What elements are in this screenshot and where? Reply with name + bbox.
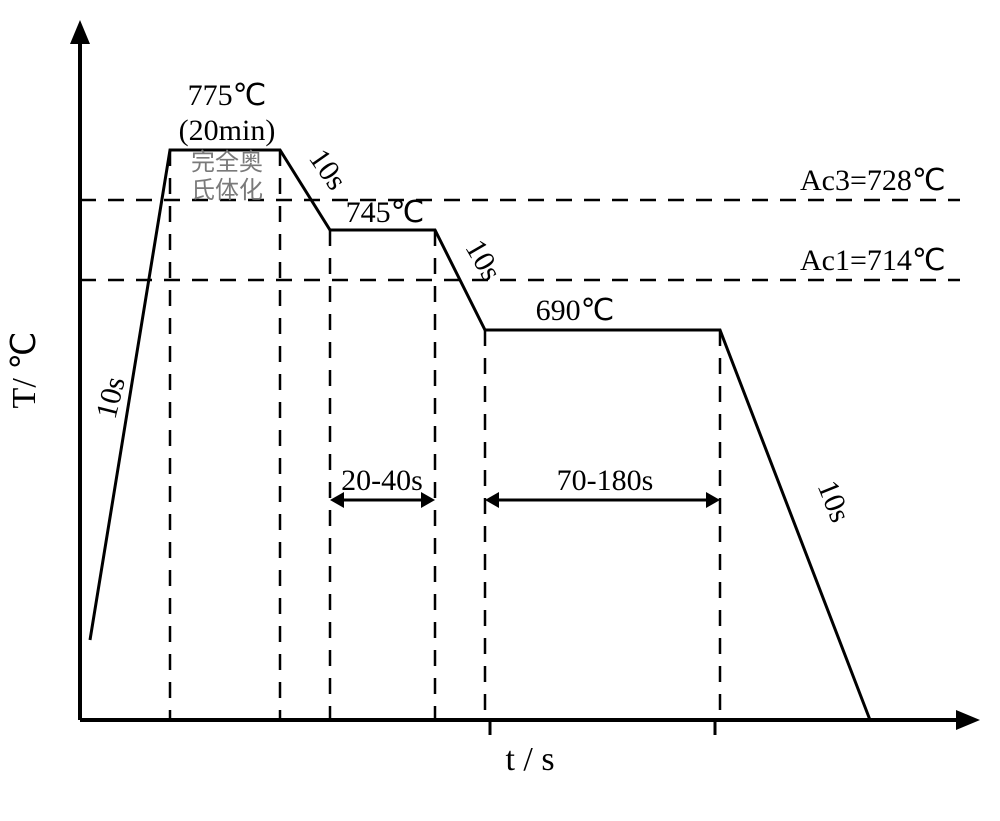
stage-label-3: 氏体化 — [191, 177, 263, 204]
stage-label-1: (20min) — [179, 114, 276, 147]
ref-label-0: Ac3=728℃ — [800, 164, 946, 197]
figure-container: { "chart": { "type": "line", "viewport":… — [0, 0, 1000, 821]
y-axis-arrow-icon — [70, 20, 90, 44]
range-arrow-right-1-icon — [706, 492, 720, 508]
stage-label-5: 690℃ — [536, 294, 615, 327]
range-label-1: 70-180s — [557, 464, 654, 497]
rate-label-2: 10s — [459, 234, 508, 287]
y-axis-label: T/ ℃ — [6, 332, 43, 409]
stage-label-0: 775℃ — [188, 79, 267, 112]
ref-label-1: Ac1=714℃ — [800, 244, 946, 277]
range-arrow-right-0-icon — [421, 492, 435, 508]
range-label-0: 20-40s — [341, 464, 423, 497]
stage-label-4: 745℃ — [346, 196, 425, 229]
temperature-profile — [90, 150, 870, 720]
rate-label-1: 10s — [302, 143, 353, 196]
x-axis-arrow-icon — [956, 710, 980, 730]
stage-label-2: 完全奥 — [191, 149, 263, 176]
x-axis-label: t / s — [505, 741, 554, 778]
rate-label-3: 10s — [811, 476, 857, 527]
heat-treatment-profile-chart: Ac3=728℃ Ac1=714℃ 775℃(20min)完全奥氏体化 745℃ 690… — [0, 0, 1000, 821]
range-arrow-left-1-icon — [485, 492, 499, 508]
